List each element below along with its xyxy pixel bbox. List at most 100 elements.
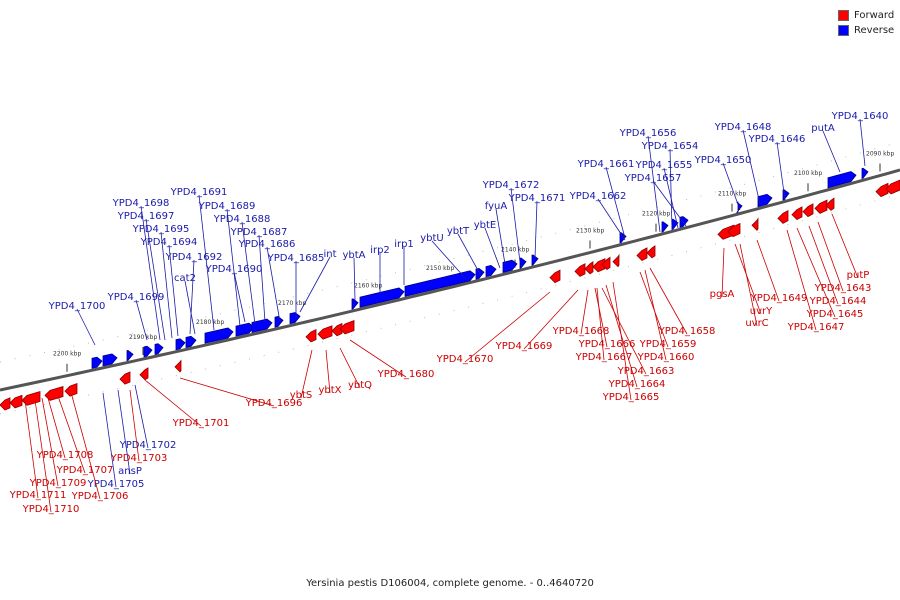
leader-line <box>266 246 281 323</box>
reverse-gene-label: YPD4_1695 <box>132 224 190 235</box>
tick-label: 2190 kbp <box>129 334 157 341</box>
leader-line <box>596 287 605 361</box>
forward-gene-arrow <box>0 397 11 411</box>
reverse-gene-arrow <box>175 338 186 351</box>
reverse-gene-arrow <box>91 356 103 369</box>
reverse-gene-label: irp2 <box>370 245 390 256</box>
forward-gene-arrow <box>139 367 149 381</box>
leader-line <box>495 208 506 265</box>
leader-line <box>34 399 52 513</box>
leader-line <box>808 225 839 305</box>
leader-line <box>184 280 196 335</box>
forward-gene-label: YPD4_1667 <box>575 352 633 363</box>
tick-label: 2170 kbp <box>278 300 306 307</box>
forward-gene-label: YPD4_1708 <box>36 450 94 461</box>
leader-line <box>57 395 86 474</box>
reverse-gene-label: YPD4_1650 <box>694 155 752 166</box>
tick-label: 2180 kbp <box>196 319 224 326</box>
leader-line <box>464 291 551 363</box>
leader-line <box>129 389 140 462</box>
tick-label: 2110 kbp <box>718 191 746 198</box>
reverse-gene-label: YPD4_1646 <box>748 134 806 145</box>
reverse-gene-label: YPD4_1687 <box>230 227 288 238</box>
leader-line <box>644 269 667 361</box>
reverse-gene-arrow <box>102 353 118 367</box>
reverse-gene-label: YPD4_1656 <box>619 128 677 139</box>
leader-line <box>817 221 844 292</box>
reverse-gene-label: int <box>323 249 336 260</box>
forward-gene-arrow <box>119 371 131 385</box>
forward-gene-label: YPD4_1647 <box>787 322 845 333</box>
leader-line <box>160 231 173 339</box>
forward-gene-label: YPD4_1670 <box>436 354 494 365</box>
forward-gene-arrow <box>331 322 343 337</box>
leader-line <box>647 135 661 233</box>
reverse-gene-label: YPD4_1689 <box>198 201 256 212</box>
reverse-gene-arrow <box>661 221 669 233</box>
leader-line <box>649 267 688 335</box>
forward-gene-arrow <box>9 394 23 409</box>
leader-line <box>24 399 39 499</box>
reverse-gene-arrow <box>126 349 134 362</box>
leader-line <box>325 349 331 394</box>
tick-label: 2120 kbp <box>642 211 670 218</box>
reverse-gene-label: YPD4_1640 <box>831 111 889 122</box>
reverse-gene-label: YPD4_1672 <box>482 180 540 191</box>
leader-line <box>742 129 761 205</box>
forward-gene-label: YPD4_1701 <box>172 418 230 429</box>
reverse-gene-arrow <box>519 257 527 269</box>
forward-gene-arrow <box>601 256 611 271</box>
reverse-gene-arrow <box>502 259 518 273</box>
reverse-gene-arrow <box>185 335 197 348</box>
leader-line <box>859 118 866 167</box>
caption: Yersinia pestis D106004, complete genome… <box>306 578 594 589</box>
forward-gene-arrow <box>751 217 759 231</box>
leader-line <box>756 239 780 302</box>
leader-line <box>71 395 101 500</box>
leader-line <box>822 130 841 173</box>
reverse-gene-label: ybtA <box>342 250 365 261</box>
leader-line <box>580 289 589 335</box>
forward-gene-label: YPD4_1680 <box>377 369 435 380</box>
legend-item-forward: Forward <box>838 8 894 23</box>
leader-line <box>135 299 148 341</box>
reverse-swatch <box>838 25 849 36</box>
leader-line <box>669 148 673 231</box>
forward-gene-label: YPD4_1644 <box>809 296 867 307</box>
leader-line <box>510 187 521 263</box>
legend: Forward Reverse <box>838 8 894 38</box>
reverse-gene-label: YPD4_1699 <box>107 292 165 303</box>
leader-line <box>457 233 481 275</box>
reverse-gene-label: ybtT <box>447 226 470 237</box>
leader-line <box>140 205 161 341</box>
reverse-gene-label: putA <box>811 123 835 134</box>
leader-line <box>612 281 632 401</box>
forward-gene-label: ybtX <box>318 385 341 396</box>
reverse-gene-arrow <box>359 287 405 308</box>
forward-gene-label: YPD4_1669 <box>495 341 553 352</box>
leader-line <box>76 308 96 346</box>
reverse-gene-label: YPD4_1671 <box>508 193 566 204</box>
tick-label: 2090 kbp <box>866 151 894 158</box>
reverse-gene-label: YPD4_1661 <box>577 159 635 170</box>
reverse-gene-arrow <box>351 298 359 310</box>
leader-line <box>189 259 195 335</box>
reverse-gene-arrow <box>235 322 255 337</box>
reverse-gene-arrow <box>531 254 539 266</box>
reverse-gene-label: YPD4_1648 <box>714 122 772 133</box>
forward-gene-label: putP <box>847 270 870 281</box>
leader-line <box>597 198 626 241</box>
forward-gene-label: YPD4_1666 <box>578 339 636 350</box>
leader-line <box>523 289 579 350</box>
leader-line <box>605 166 626 239</box>
tick-label: 2130 kbp <box>576 228 604 235</box>
legend-item-reverse: Reverse <box>838 23 894 38</box>
forward-gene-label: YPD4_1643 <box>814 283 872 294</box>
forward-gene-arrow <box>317 325 333 340</box>
reverse-gene-label: irp1 <box>394 239 414 250</box>
reverse-gene-label: YPD4_1691 <box>170 187 228 198</box>
leader-line <box>534 200 538 259</box>
forward-gene-label: YPD4_1710 <box>22 504 80 515</box>
tick-label: 2200 kbp <box>53 351 81 358</box>
